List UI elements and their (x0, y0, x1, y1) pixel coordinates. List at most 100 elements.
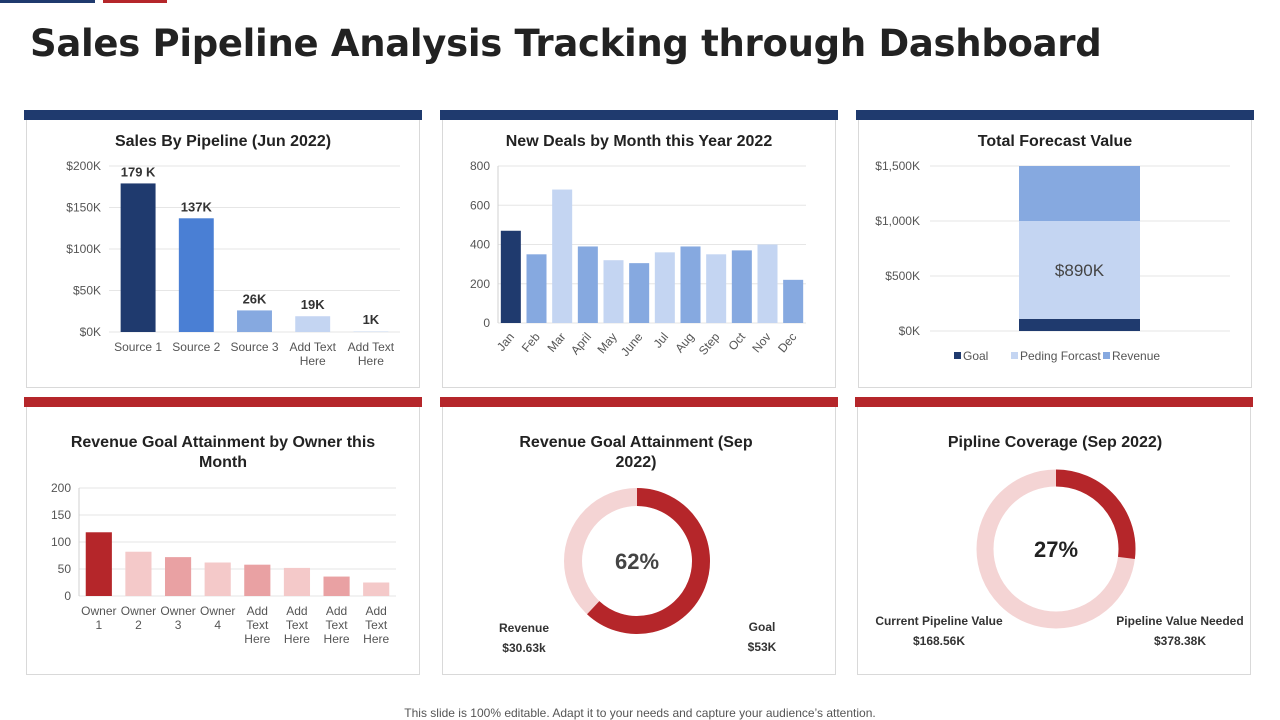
chart-title: Revenue Goal Attainment (Sep (519, 434, 752, 451)
x-tick-label: Mar (544, 330, 568, 355)
panel-frame (858, 120, 1252, 388)
y-tick-label: $1,000K (875, 214, 920, 228)
x-tick-label: Owner (160, 604, 195, 618)
donut-annotation-value: $30.63k (502, 641, 546, 655)
chart-title: Revenue Goal Attainment by Owner this (71, 434, 375, 451)
panel-frame (26, 120, 420, 388)
x-tick-label: Feb (519, 330, 543, 355)
x-tick-label: Here (300, 354, 326, 368)
y-tick-label: $0K (80, 325, 101, 339)
bar-new_deals_by_month (552, 189, 573, 323)
y-tick-label: 0 (64, 589, 71, 603)
panel-header-bar (24, 110, 422, 120)
x-tick-label: Aug (672, 330, 696, 355)
y-tick-label: $1,500K (875, 159, 920, 173)
panel-header-bar (440, 397, 838, 407)
bar-revenue_goal_by_owner (85, 532, 112, 596)
y-tick-label: 150 (51, 508, 71, 522)
y-tick-label: $50K (73, 284, 101, 298)
donut-annotation-label: Goal (749, 620, 776, 634)
new-deals-chart: New Deals by Month this Year 2022 0 200 400… (470, 133, 806, 359)
bar-new_deals_by_month (526, 254, 547, 323)
x-tick-label: Add (286, 604, 307, 618)
y-tick-label: 100 (51, 535, 71, 549)
x-tick-label: Source 3 (230, 340, 278, 354)
x-tick-label: Add Text (348, 340, 395, 354)
x-tick-label: Here (363, 632, 389, 646)
x-tick-label: Nov (749, 330, 773, 355)
y-tick-label: $200K (66, 159, 101, 173)
bar-revenue_goal_by_owner (204, 562, 231, 596)
y-tick-label: 400 (470, 238, 490, 252)
legend-label: Revenue (1112, 349, 1160, 363)
x-tick-label: Add (247, 604, 268, 618)
legend-swatch (1011, 352, 1018, 359)
panel-revenue-goal-attainment: Revenue Goal Attainment (Sep 2022) 62% Reve… (440, 397, 838, 675)
x-tick-label: Add (366, 604, 387, 618)
x-tick-label: 2 (135, 618, 142, 632)
x-tick-label: Dec (775, 330, 799, 355)
x-tick-label: April (568, 330, 594, 357)
x-tick-label: 3 (175, 618, 182, 632)
data-label: 19K (301, 297, 325, 312)
x-tick-label: June (618, 330, 646, 359)
x-tick-label: Oct (725, 329, 748, 353)
bar-revenue_goal_by_owner (323, 576, 350, 596)
chart-title: New Deals by Month this Year 2022 (506, 133, 773, 150)
legend-label: Goal (963, 349, 988, 363)
x-tick-label: Add (326, 604, 347, 618)
y-tick-label: 600 (470, 198, 490, 212)
bar-new_deals_by_month (731, 250, 752, 323)
x-tick-label: Here (284, 632, 310, 646)
donut-filled (587, 488, 710, 634)
bar-revenue_goal_by_owner (363, 582, 390, 596)
donut-center-label: 62% (615, 549, 659, 574)
legend-swatch (1103, 352, 1110, 359)
chart-title: Month (199, 454, 247, 471)
revenue-goal-donut: Revenue Goal Attainment (Sep 2022) 62% Reve… (499, 434, 777, 655)
bar-new_deals_by_month (757, 244, 778, 323)
data-label: 179 K (121, 164, 156, 179)
panel-total-forecast: Total Forecast Value $0K $500K $1,000K $1,50… (856, 110, 1254, 388)
bar-new_deals_by_month (680, 246, 701, 323)
bar-revenue_goal_by_owner (244, 564, 271, 596)
page-title: Sales Pipeline Analysis Tracking through… (30, 22, 1102, 65)
stacked-segment-peding-forcast (1019, 221, 1140, 319)
panel-frame (857, 407, 1251, 675)
x-tick-label: Text (326, 618, 349, 632)
panel-header-bar (440, 110, 838, 120)
bar-revenue_goal_by_owner (164, 557, 192, 596)
donut-annotation-label: Pipeline Value Needed (1116, 614, 1243, 628)
legend-label: Peding Forcast (1020, 349, 1101, 363)
donut-filled (1055, 469, 1136, 559)
bar-new_deals_by_month (603, 260, 624, 323)
bar-new_deals_by_month (629, 263, 650, 323)
stacked-segment-goal (1019, 318, 1140, 331)
x-tick-label: Step (696, 330, 723, 358)
total-forecast-chart: Total Forecast Value $0K $500K $1,000K $1,50… (875, 133, 1230, 363)
bar-revenue_goal_by_owner (125, 551, 152, 596)
pipeline-coverage-donut: Pipline Coverage (Sep 2022) 27% Current Pi… (875, 434, 1243, 648)
y-tick-label: $500K (885, 269, 920, 283)
y-tick-label: 200 (470, 277, 490, 291)
chart-title: 2022) (616, 454, 657, 471)
panel-frame (26, 407, 420, 675)
donut-center-label: 27% (1034, 537, 1078, 562)
y-tick-label: 200 (51, 481, 71, 495)
data-label: 26K (243, 291, 267, 306)
x-tick-label: Source 1 (114, 340, 162, 354)
donut-annotation-value: $378.38K (1154, 634, 1206, 648)
y-tick-label: $100K (66, 242, 101, 256)
chart-title: Sales By Pipeline (Jun 2022) (115, 133, 331, 150)
x-tick-label: Owner (81, 604, 116, 618)
data-label: 1K (363, 312, 380, 327)
chart-title: Total Forecast Value (978, 133, 1133, 150)
panel-header-bar (24, 397, 422, 407)
donut-annotation-label: Revenue (499, 621, 549, 635)
donut-annotation-label: Current Pipeline Value (875, 614, 1003, 628)
donut-annotation-value: $168.56K (913, 634, 965, 648)
panel-frame (442, 120, 836, 388)
legend-swatch (954, 352, 961, 359)
bar-sales_by_pipeline (295, 316, 331, 332)
x-tick-label: Here (324, 632, 350, 646)
